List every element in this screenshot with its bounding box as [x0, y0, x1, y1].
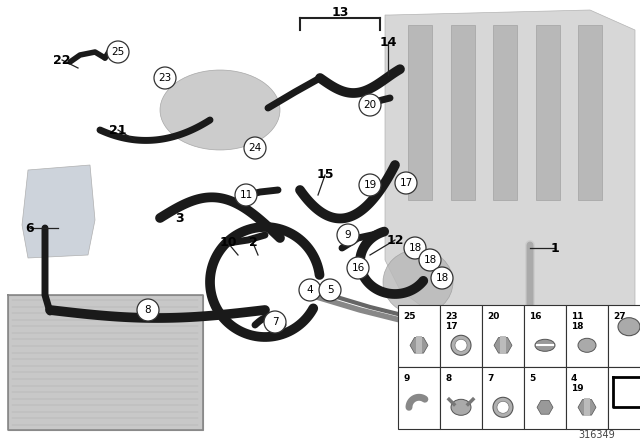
Circle shape — [493, 397, 513, 417]
Polygon shape — [494, 337, 512, 353]
Text: 11: 11 — [239, 190, 253, 200]
Text: 4: 4 — [307, 285, 314, 295]
Text: 10: 10 — [220, 237, 237, 250]
Circle shape — [235, 184, 257, 206]
Bar — [440, 305, 482, 367]
Bar — [482, 305, 524, 367]
Bar — [536, 25, 559, 200]
Circle shape — [359, 174, 381, 196]
Text: 9: 9 — [403, 374, 410, 383]
Polygon shape — [578, 400, 596, 415]
Text: 8: 8 — [145, 305, 151, 315]
Circle shape — [137, 299, 159, 321]
Text: 7: 7 — [487, 374, 493, 383]
Bar — [566, 305, 608, 367]
Bar — [566, 367, 608, 429]
Circle shape — [264, 311, 286, 333]
Text: 24: 24 — [248, 143, 262, 153]
Circle shape — [395, 172, 417, 194]
Circle shape — [299, 279, 321, 301]
Text: 25: 25 — [111, 47, 125, 57]
Bar — [451, 25, 474, 200]
Text: 20: 20 — [364, 100, 376, 110]
Bar — [398, 367, 440, 429]
Polygon shape — [385, 10, 635, 345]
Bar — [524, 305, 566, 367]
Circle shape — [359, 94, 381, 116]
Text: 22: 22 — [53, 53, 71, 66]
Circle shape — [455, 339, 467, 351]
Circle shape — [419, 249, 441, 271]
Polygon shape — [537, 401, 553, 414]
Text: 19: 19 — [364, 180, 376, 190]
Text: 18: 18 — [435, 273, 449, 283]
Ellipse shape — [383, 250, 453, 314]
Ellipse shape — [618, 318, 640, 336]
Circle shape — [404, 237, 426, 259]
Text: 21: 21 — [109, 124, 127, 137]
Text: 23
17: 23 17 — [445, 312, 458, 331]
Bar — [524, 367, 566, 429]
Bar — [440, 367, 482, 429]
Bar — [398, 305, 440, 367]
Text: 2: 2 — [248, 237, 257, 250]
Circle shape — [347, 257, 369, 279]
Polygon shape — [584, 398, 590, 416]
Ellipse shape — [578, 338, 596, 352]
Text: 11
18: 11 18 — [571, 312, 584, 331]
Ellipse shape — [451, 399, 471, 415]
Circle shape — [451, 335, 471, 355]
Bar — [608, 305, 640, 367]
Text: 5: 5 — [326, 285, 333, 295]
Text: 20: 20 — [487, 312, 499, 321]
Text: 1: 1 — [550, 241, 559, 254]
Circle shape — [107, 41, 129, 63]
Bar — [482, 367, 524, 429]
Bar — [8, 295, 203, 430]
Text: 18: 18 — [408, 243, 422, 253]
Bar — [493, 25, 517, 200]
Circle shape — [244, 137, 266, 159]
Text: 23: 23 — [158, 73, 172, 83]
Text: 15: 15 — [316, 168, 333, 181]
Text: 16: 16 — [529, 312, 541, 321]
Circle shape — [431, 267, 453, 289]
Bar — [408, 25, 432, 200]
Text: 316349: 316349 — [579, 430, 615, 440]
Text: 9: 9 — [345, 230, 351, 240]
Text: 4
19: 4 19 — [571, 374, 584, 393]
Text: 6: 6 — [26, 221, 35, 234]
Text: 25: 25 — [403, 312, 415, 321]
Text: 13: 13 — [332, 5, 349, 18]
Polygon shape — [410, 337, 428, 353]
Circle shape — [497, 401, 509, 414]
Ellipse shape — [160, 70, 280, 150]
Polygon shape — [500, 336, 506, 354]
Text: 7: 7 — [272, 317, 278, 327]
Text: 8: 8 — [445, 374, 451, 383]
Text: 18: 18 — [424, 255, 436, 265]
Text: 16: 16 — [351, 263, 365, 273]
Circle shape — [319, 279, 341, 301]
Text: 3: 3 — [176, 211, 184, 224]
Bar — [608, 367, 640, 429]
Circle shape — [337, 224, 359, 246]
Text: 14: 14 — [380, 35, 397, 48]
Text: 12: 12 — [387, 233, 404, 246]
Bar — [578, 25, 602, 200]
Polygon shape — [22, 165, 95, 258]
Circle shape — [154, 67, 176, 89]
Text: 17: 17 — [399, 178, 413, 188]
Polygon shape — [416, 336, 422, 354]
Text: 27: 27 — [613, 312, 626, 321]
Text: 5: 5 — [529, 374, 535, 383]
Ellipse shape — [535, 339, 555, 351]
